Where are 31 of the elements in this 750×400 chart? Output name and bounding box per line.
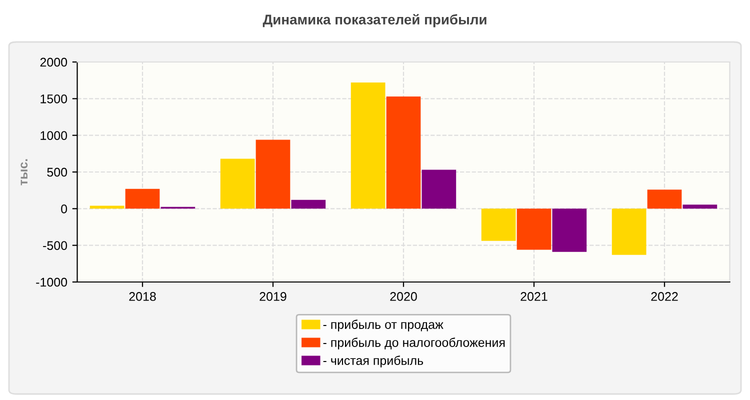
y-axis-title: тыс. xyxy=(20,159,28,186)
y-tick-label: 1500 xyxy=(40,94,68,104)
bar xyxy=(682,204,718,209)
bar xyxy=(125,188,160,209)
y-tick-label: 1000 xyxy=(40,131,68,140)
legend-label: - прибыль от продаж xyxy=(323,320,444,332)
legend-label: - чистая прибыль xyxy=(323,356,424,368)
bar xyxy=(422,170,456,209)
legend-label: - прибыль до налогообложения xyxy=(323,338,505,350)
bar xyxy=(291,200,326,209)
bar xyxy=(90,206,124,209)
bar xyxy=(552,208,587,252)
y-tick-label: -500 xyxy=(43,241,68,250)
bar xyxy=(350,82,386,209)
bar xyxy=(647,190,682,209)
y-tick-label: 500 xyxy=(47,168,68,177)
chart-title: Динамика показателей прибыли xyxy=(262,14,486,28)
bar xyxy=(481,208,516,241)
x-tick-label: 2019 xyxy=(260,292,286,301)
x-tick-label: 2021 xyxy=(520,292,548,301)
x-tick-label: 2022 xyxy=(651,292,678,301)
bar xyxy=(386,96,421,209)
y-tick-label: 2000 xyxy=(40,58,68,67)
y-tick-label: -1000 xyxy=(36,278,68,287)
bar xyxy=(256,140,290,209)
y-tick-label: 0 xyxy=(61,204,68,214)
bar xyxy=(220,158,255,209)
bar xyxy=(612,208,646,255)
bar xyxy=(516,208,552,250)
x-tick-label: 2020 xyxy=(390,292,417,301)
x-tick-label: 2018 xyxy=(129,292,156,301)
